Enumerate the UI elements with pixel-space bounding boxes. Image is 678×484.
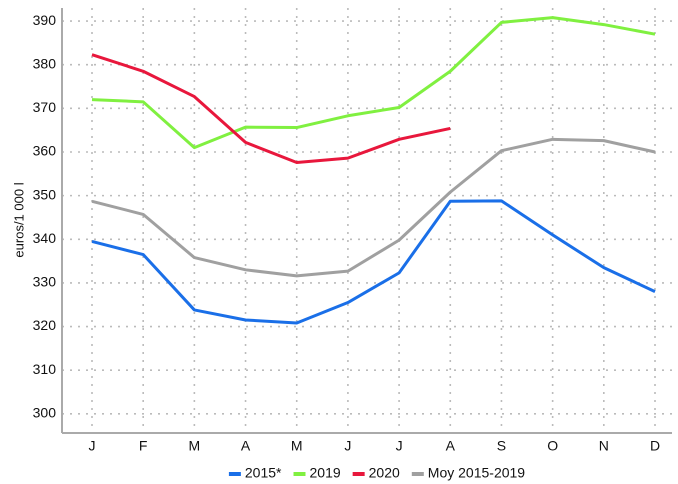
x-tick-label: M	[189, 438, 201, 454]
legend-label: Moy 2015-2019	[428, 465, 526, 481]
legend: 2015* 2019 2020 Moy 2015-2019	[228, 465, 526, 481]
x-tick-label: J	[344, 438, 351, 454]
line-series	[91, 53, 451, 164]
x-tick-label: O	[547, 438, 558, 454]
y-tick-label: 350	[33, 186, 57, 202]
x-tick-label: A	[446, 438, 456, 454]
y-tick-label: 360	[33, 143, 57, 159]
line-series	[91, 16, 656, 150]
x-tick-label: A	[241, 438, 251, 454]
x-tick-label: D	[650, 438, 660, 454]
y-tick-label: 300	[33, 405, 57, 421]
x-tick-label: J	[396, 438, 403, 454]
line-series	[91, 199, 656, 325]
y-tick-label: 390	[33, 12, 57, 28]
y-tick-label: 370	[33, 99, 57, 115]
legend-label: 2019	[309, 465, 340, 481]
y-tick-label: 380	[33, 55, 57, 71]
line-series	[91, 137, 656, 278]
y-tick-label: 320	[33, 317, 57, 333]
x-tick-label: J	[89, 438, 96, 454]
x-tick-label: F	[139, 438, 148, 454]
x-tick-label: N	[599, 438, 609, 454]
x-tick-label: M	[291, 438, 303, 454]
legend-label: 2015*	[245, 465, 282, 481]
y-tick-label: 310	[33, 361, 57, 377]
x-tick-label: S	[497, 438, 506, 454]
y-tick-label: 330	[33, 274, 57, 290]
y-axis-label: euros/1 000 l	[11, 182, 26, 257]
y-tick-label: 340	[33, 230, 57, 246]
legend-label: 2020	[369, 465, 400, 481]
